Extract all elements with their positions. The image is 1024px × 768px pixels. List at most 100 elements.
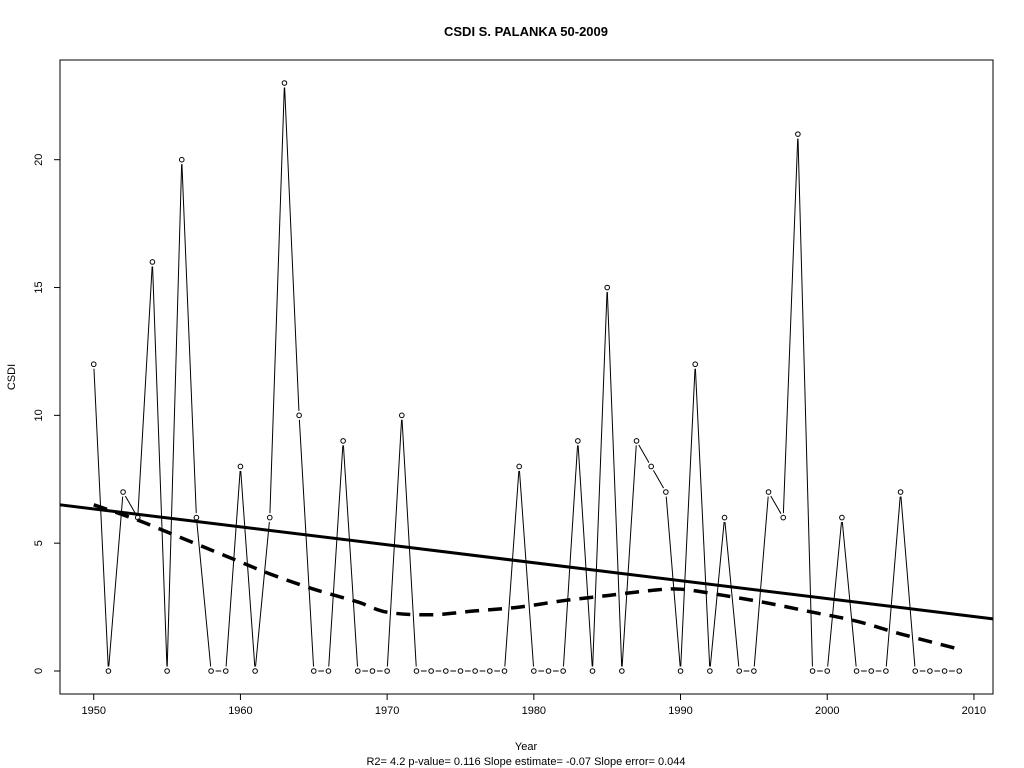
data-point (531, 668, 537, 674)
series-segment (269, 87, 285, 514)
data-point (90, 361, 97, 368)
series-segment (504, 470, 520, 667)
y-tick-label: 0 (33, 668, 45, 674)
data-point (897, 489, 904, 495)
data-point (472, 668, 478, 674)
data-point (413, 668, 420, 674)
data-point (853, 668, 860, 674)
smooth-line (93, 503, 960, 651)
data-point (193, 514, 200, 521)
data-point (120, 489, 126, 495)
data-point (912, 668, 919, 674)
data-point (575, 438, 581, 444)
series-segment (225, 470, 241, 667)
y-tick-label: 15 (33, 281, 45, 293)
data-point (354, 668, 361, 674)
series-segment (827, 522, 842, 667)
regression-stats: R2= 4.2 p-value= 0.116 Slope estimate= -… (366, 756, 685, 768)
series-segment (124, 495, 136, 514)
data-point (751, 668, 757, 674)
x-axis: 1950 1960 1970 1980 1990 2000 2010 (81, 693, 986, 717)
y-tick-label: 5 (33, 540, 45, 546)
data-point (149, 259, 156, 265)
series-segment (885, 496, 901, 667)
x-tick-label: 1980 (522, 705, 546, 717)
x-tick-label: 1990 (668, 705, 692, 717)
series-segment (108, 496, 124, 667)
series-segment (93, 368, 109, 667)
series-segment (577, 445, 593, 667)
data-point (487, 668, 493, 674)
data-point (545, 668, 552, 674)
data-point (707, 668, 713, 674)
data-point (369, 668, 376, 674)
series-segment (166, 164, 183, 667)
series-segment (386, 419, 403, 667)
data-point (296, 412, 302, 419)
series-segment (638, 444, 650, 463)
data-point (428, 668, 434, 674)
data-point (443, 668, 449, 674)
plot-frame (59, 59, 994, 695)
data-point (325, 668, 332, 674)
data-point (340, 438, 346, 444)
series-segment (782, 138, 799, 514)
data-point (795, 131, 801, 137)
data-point (941, 668, 948, 674)
data-point (809, 668, 816, 674)
series-segment (753, 496, 769, 667)
series-segment (694, 368, 711, 667)
y-tick-label: 10 (33, 409, 45, 421)
data-point (399, 412, 405, 419)
series-segment (401, 419, 417, 667)
series-segment (152, 266, 168, 667)
data-point (237, 463, 244, 470)
trend-line (59, 503, 994, 621)
data-point (839, 514, 845, 521)
data-point (516, 463, 522, 470)
data-point (164, 668, 170, 674)
data-point (560, 668, 566, 674)
data-point (604, 284, 610, 291)
data-point (178, 156, 185, 163)
data-point (589, 668, 596, 674)
data-point (692, 361, 699, 368)
data-point (883, 668, 889, 674)
data-point (721, 514, 728, 521)
series-segment (606, 292, 623, 667)
series-segment (900, 496, 916, 667)
x-tick-label: 2000 (815, 705, 839, 717)
series-segment (652, 470, 665, 489)
data-point (501, 668, 508, 674)
x-tick-label: 2010 (962, 705, 986, 717)
plot-layer (59, 80, 994, 674)
x-tick-label: 1950 (81, 705, 105, 717)
y-axis-label: CSDI (6, 364, 18, 390)
series-segment (328, 445, 344, 667)
data-point (252, 668, 258, 674)
series-segment (680, 368, 696, 667)
data-point (222, 668, 229, 674)
data-point (956, 668, 963, 674)
series-segment (770, 495, 782, 514)
data-point (266, 514, 273, 521)
series-segment (284, 87, 300, 411)
series-segment (255, 522, 270, 667)
series-segment (518, 470, 535, 667)
data-point (663, 489, 669, 495)
series-segment (724, 522, 740, 667)
data-point (780, 514, 787, 521)
data-point (648, 463, 654, 470)
series-segment (240, 470, 256, 667)
series-segment (562, 445, 579, 667)
series-segment (342, 445, 359, 667)
x-tick-label: 1970 (375, 705, 399, 717)
series-segment (841, 522, 857, 667)
series-segment (196, 522, 212, 667)
data-point (457, 668, 464, 674)
data-point (927, 668, 933, 674)
y-tick-label: 20 (33, 154, 45, 166)
series-segment (137, 266, 153, 514)
data-point (384, 668, 390, 674)
